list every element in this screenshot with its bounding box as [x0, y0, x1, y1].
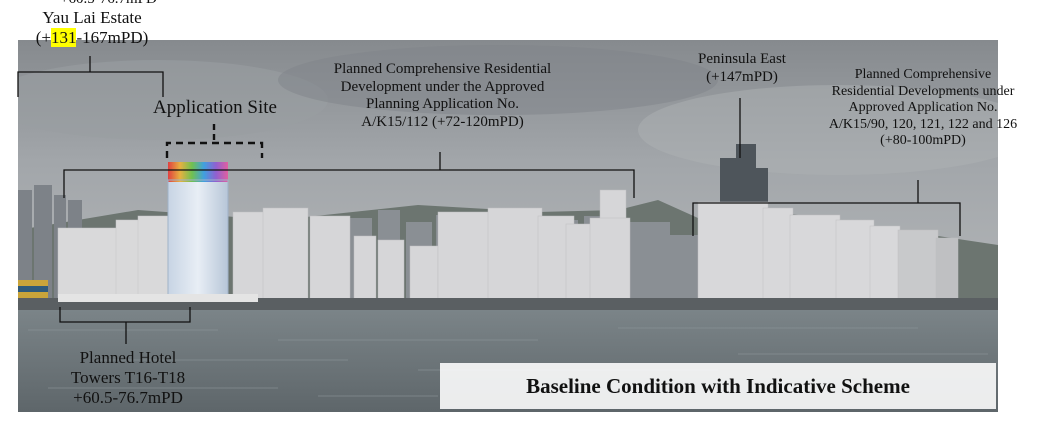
yau-lai-height: (+131-167mPD) — [18, 28, 166, 48]
approved-line1: Planned Comprehensive — [854, 67, 992, 82]
application-tower — [168, 180, 228, 306]
clipped-top-label: +60.5-76.7mPD — [60, 0, 157, 9]
yau-lai-open: (+ — [35, 28, 51, 48]
approved-applications-label: Planned Comprehensive Residential Develo… — [795, 67, 1051, 150]
approved-line3: Approved Application No. — [848, 100, 998, 116]
approved-line2: Residential Developments under — [831, 83, 1015, 99]
approved-line4: A/K15/90, 120, 121, 122 and 126 — [828, 116, 1018, 132]
hotel-line1: Planned Hotel — [79, 348, 177, 367]
peninsula-east-height: (+147mPD) — [706, 68, 778, 85]
planned-comprehensive-label: Planned Comprehensive Residential Develo… — [300, 61, 585, 132]
planned-comprehensive-line3: Planning Application No. — [366, 96, 519, 113]
yau-lai-close: -167mPD) — [76, 28, 149, 48]
caption-text: Baseline Condition with Indicative Schem… — [526, 373, 910, 398]
photomontage — [18, 40, 998, 412]
hotel-line2: Towers T16-T18 — [70, 368, 186, 388]
yau-lai-estate-label: Yau Lai Estate (+131-167mPD) — [18, 8, 166, 48]
application-site-label: Application Site — [152, 97, 277, 118]
peninsula-east-name: Peninsula East — [698, 51, 786, 67]
planned-comprehensive-line2: Development under the Approved — [340, 78, 545, 95]
planned-comprehensive-line1: Planned Comprehensive Residential — [333, 61, 552, 77]
caption-box: Baseline Condition with Indicative Schem… — [440, 363, 996, 409]
planned-hotel-label: Planned Hotel Towers T16-T18 +60.5-76.7m… — [58, 348, 198, 408]
yau-lai-name: Yau Lai Estate — [42, 8, 142, 27]
hotel-line3: +60.5-76.7mPD — [73, 388, 183, 408]
peninsula-east-label: Peninsula East (+147mPD) — [667, 51, 817, 86]
approved-line5: (+80-100mPD) — [880, 133, 966, 149]
yau-lai-highlight: 131 — [50, 28, 77, 48]
planned-comprehensive-line4: A/K15/112 (+72-120mPD) — [361, 114, 524, 131]
